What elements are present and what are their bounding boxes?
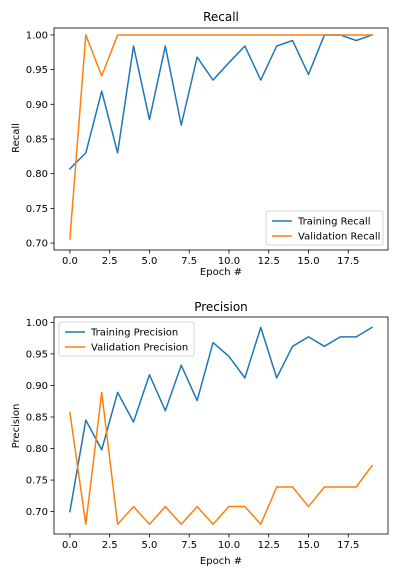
precision-legend: Training Precision Validation Precision (58, 321, 195, 357)
recall-x-tick-label: 17.5 (337, 256, 359, 267)
recall-plot-area: 0.0 2.5 5.0 7.5 10.0 12.5 15.0 17.5 0.70 0.75 0.80… (26, 27, 389, 267)
recall-legend-label-1: Validation Recall (298, 232, 380, 243)
precision-series-line-0 (69, 326, 374, 513)
recall-x-tick-label: 12.5 (258, 256, 280, 267)
recall-legend: Training Recall Validation Recall (265, 210, 384, 246)
precision-y-tick-label: 0.90 (26, 381, 48, 392)
recall-y-tick-label: 0.70 (26, 239, 48, 250)
recall-y-tick-label: 0.95 (26, 65, 48, 76)
recall-y-tick-label: 0.80 (26, 169, 48, 180)
precision-chart-title: Precision (194, 300, 248, 314)
precision-x-tick-label: 2.5 (102, 540, 118, 551)
precision-y-tick-label: 0.75 (26, 476, 48, 487)
precision-legend-label-0: Training Precision (90, 328, 178, 339)
recall-chart-title: Recall (203, 10, 239, 24)
recall-y-tick-label: 1.00 (26, 30, 48, 41)
precision-series-line-1 (69, 391, 374, 525)
precision-x-tick-label: 10.0 (218, 540, 240, 551)
recall-x-tick-label: 15.0 (297, 256, 319, 267)
precision-y-tick-label: 0.70 (26, 507, 48, 518)
precision-chart: Precision 0.0 2.5 5.0 7.5 10.0 12.5 15.0 17.50.… (11, 300, 389, 567)
recall-legend-label-0: Training Recall (297, 217, 370, 228)
precision-axes-frame (53, 316, 389, 535)
precision-y-tick-label: 1.00 (26, 318, 48, 329)
recall-x-tick-label: 10.0 (218, 256, 240, 267)
precision-y-tick-label: 0.95 (26, 349, 48, 360)
recall-series-line-1 (69, 34, 373, 240)
recall-x-tick-label: 7.5 (181, 256, 197, 267)
recall-y-tick-label: 0.90 (26, 100, 48, 111)
precision-x-tick-label: 5.0 (141, 540, 157, 551)
recall-x-tick-label: 5.0 (141, 256, 157, 267)
recall-legend-box (265, 210, 384, 246)
precision-plot-area: 0.0 2.5 5.0 7.5 10.0 12.5 15.0 17.5 0.70 0.75 0.80… (26, 316, 389, 551)
recall-x-tick-label: 0.0 (62, 256, 78, 267)
precision-y-tick-label: 0.80 (26, 444, 48, 455)
precision-legend-label-1: Validation Precision (91, 343, 188, 354)
precision-y-tick-label: 0.85 (26, 412, 48, 423)
recall-series-line-0 (68, 33, 374, 170)
recall-x-tick-label: 2.5 (102, 256, 118, 267)
precision-x-tick-label: 7.5 (181, 540, 197, 551)
precision-legend-box (58, 321, 195, 357)
recall-y-axis-label: Recall (11, 123, 22, 153)
recall-chart: Recall 0.0 2.5 5.0 7.5 10.0 12.5 15.0 17.50.700… (11, 10, 389, 278)
precision-x-tick-label: 17.5 (337, 540, 359, 551)
precision-x-tick-label: 0.0 (62, 540, 78, 551)
recall-y-tick-label: 0.85 (26, 135, 48, 146)
precision-x-tick-label: 15.0 (297, 540, 319, 551)
precision-x-tick-label: 12.5 (258, 540, 280, 551)
recall-x-axis-label: Epoch # (200, 267, 242, 278)
precision-x-axis-label: Epoch # (200, 556, 242, 567)
recall-y-tick-label: 0.75 (26, 204, 48, 215)
precision-y-axis-label: Precision (11, 404, 22, 449)
